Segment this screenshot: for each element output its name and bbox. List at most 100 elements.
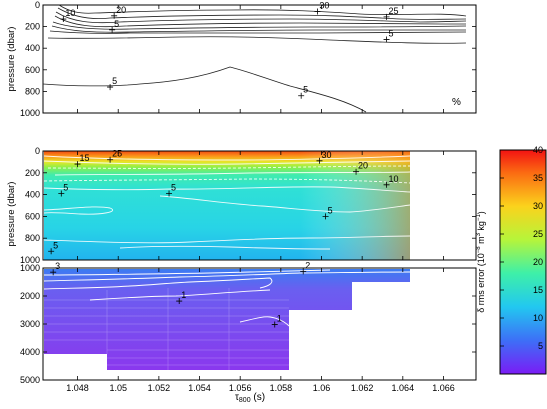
contour-marker — [300, 268, 307, 275]
colorbar-tick-label: 15 — [533, 285, 543, 295]
colorbar-tick-label: 10 — [533, 313, 543, 323]
shared-y-label: pressure (dbar) — [6, 182, 17, 247]
contour-label: 1 — [277, 314, 282, 324]
x-tick-label: 1.054 — [188, 383, 211, 393]
contour-marker — [109, 26, 116, 33]
contour-label: 30 — [321, 150, 331, 160]
y-tick-label: 200 — [25, 22, 40, 32]
contour-label: 5 — [53, 240, 58, 250]
y-tick-label: 4000 — [20, 347, 40, 357]
bottom-x-ticks: 1.048 1.05 1.052 1.054 1.056 1.058 1.06 1.062 1.… — [66, 5, 455, 393]
contour-marker — [48, 248, 55, 255]
middle-contour-lines — [43, 155, 411, 250]
contour-marker — [74, 161, 81, 168]
colorbar-tick-label: 40 — [533, 145, 543, 155]
colorbar-tick-label: 5 — [538, 341, 543, 351]
contour-label: 25 — [389, 6, 399, 16]
contour-marker — [383, 13, 390, 20]
middle-y-ticks: 0 200 400 600 800 1000 — [20, 146, 476, 265]
x-tick-label: 1.062 — [351, 383, 374, 393]
top-y-label: pressure (dbar) — [6, 27, 17, 92]
bottom-contour-lines — [43, 269, 411, 327]
contour-label: 20 — [116, 5, 126, 15]
contour-marker — [111, 12, 118, 19]
contour-label: 10 — [389, 174, 399, 184]
y-tick-label: 0 — [35, 0, 40, 10]
colorbar-label: δ rms error (10−8 m3 kg−1) — [476, 211, 486, 313]
x-tick-label: 1.056 — [229, 383, 252, 393]
contour-marker — [107, 84, 114, 91]
colorbar-ticks: 5 10 15 20 25 30 35 40 — [500, 145, 543, 351]
contour-label: 20 — [358, 161, 368, 171]
contour-label: 30 — [319, 0, 329, 10]
contour-label: 5 — [389, 29, 394, 39]
y-tick-label: 0 — [35, 146, 40, 156]
contour-label: 3 — [55, 261, 60, 271]
colorbar-tick-label: 30 — [533, 201, 543, 211]
contour-label: 5 — [171, 183, 176, 193]
contour-marker — [383, 181, 390, 188]
colorbar-gradient — [499, 149, 547, 375]
x-axis-label: τ800 (s) — [235, 392, 265, 404]
contour-label: 15 — [80, 153, 90, 163]
y-tick-label: 1000 — [20, 255, 40, 265]
contour-marker — [383, 36, 390, 43]
y-tick-label: 200 — [25, 168, 40, 178]
contour-label: 5 — [112, 76, 117, 86]
y-tick-label: 400 — [25, 43, 40, 53]
y-tick-label: 1000 — [20, 263, 40, 273]
y-tick-label: 800 — [25, 233, 40, 243]
x-tick-label: 1.052 — [148, 383, 171, 393]
contour-marker — [107, 156, 114, 163]
middle-contour-labels: 15 25 5 5 30 20 10 5 5 — [48, 149, 399, 255]
y-tick-label: 2000 — [20, 291, 40, 301]
y-tick-label: 5000 — [20, 375, 40, 385]
bottom-y-ticks: 1000 2000 3000 4000 5000 — [20, 263, 476, 385]
contour-marker — [316, 157, 323, 164]
contour-marker — [166, 190, 173, 197]
contour-label: 25 — [112, 149, 122, 159]
contour-label: 5 — [114, 19, 119, 29]
colorbar: 5 10 15 20 25 30 35 40 δ rms error (10−8 m3 kg−… — [476, 145, 547, 375]
contour-marker — [58, 190, 65, 197]
contour-label: 5 — [328, 205, 333, 215]
contour-marker — [50, 269, 57, 276]
top-panel-frame — [42, 4, 477, 114]
contour-marker — [60, 16, 67, 23]
x-tick-label: 1.064 — [392, 383, 415, 393]
contour-label: 1 — [181, 290, 186, 300]
y-tick-label: 3000 — [20, 319, 40, 329]
contour-label: 2 — [305, 260, 310, 270]
y-tick-label: 400 — [25, 190, 40, 200]
contour-marker — [322, 213, 329, 220]
contour-marker — [298, 92, 305, 99]
x-tick-label: 1.066 — [432, 383, 455, 393]
contour-label: 5 — [303, 85, 308, 95]
contour-marker — [314, 8, 321, 15]
y-tick-label: 600 — [25, 211, 40, 221]
y-tick-label: 600 — [25, 65, 40, 75]
top-contour-labels: 10 20 5 30 25 5 5 5 — [60, 0, 399, 99]
top-unit-label: % — [452, 97, 461, 108]
colorbar-tick-label: 35 — [533, 173, 543, 183]
x-tick-label: 1.048 — [66, 383, 89, 393]
top-y-ticks: 0 200 400 600 800 1000 — [20, 0, 476, 118]
bottom-heatmap — [44, 269, 410, 370]
colorbar-tick-label: 20 — [533, 257, 543, 267]
y-tick-label: 1000 — [20, 108, 40, 118]
middle-panel: 15 25 5 5 30 20 10 5 5 0 200 400 600 800 1000 — [20, 146, 477, 265]
top-contour-lines — [42, 4, 467, 113]
contour-marker — [176, 298, 183, 305]
contour-label: 10 — [65, 8, 75, 18]
middle-panel-frame — [42, 150, 477, 261]
x-tick-label: 1.05 — [109, 383, 127, 393]
middle-heatmap-shade — [44, 151, 410, 260]
contour-label: 5 — [63, 183, 68, 193]
contour-marker — [271, 321, 278, 328]
bottom-texture-lines — [44, 288, 289, 370]
bottom-contour-labels: 3 2 1 1 — [50, 260, 310, 328]
colorbar-tick-label: 25 — [533, 229, 543, 239]
